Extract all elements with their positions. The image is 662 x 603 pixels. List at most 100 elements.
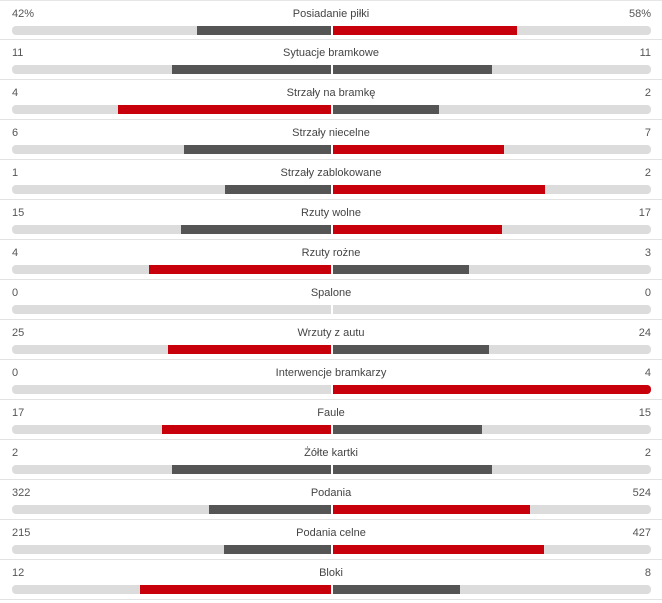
stat-row-bloki: 12 Bloki 8 [0,560,662,600]
stat-row-zolte-kartki: 2 Żółte kartki 2 [0,440,662,480]
away-bar-fill [333,65,492,74]
home-value: 215 [12,527,31,539]
home-value: 1 [12,167,19,179]
home-bar-fill [224,545,331,554]
away-value: 2 [644,87,651,99]
home-bar-fill [171,65,331,74]
away-bar-fill [333,545,545,554]
away-value: 7 [644,127,651,139]
home-value: 4 [12,87,19,99]
away-bar-track [333,26,651,35]
home-bar-track [12,545,331,554]
away-bar-fill [333,465,492,474]
stat-label: Strzały niecelne [292,127,370,139]
stat-label: Bloki [319,567,343,579]
stat-row-faule: 17 Faule 15 [0,400,662,440]
home-bar-fill [118,105,331,114]
stat-row-strzaly-niecelne: 6 Strzały niecelne 7 [0,120,662,160]
home-bar-fill [171,465,331,474]
stat-label: Sytuacje bramkowe [283,47,379,59]
stat-label: Strzały zablokowane [280,167,382,179]
home-bar-fill [197,26,331,35]
away-bar-fill [333,225,502,234]
away-bar-fill [333,345,489,354]
away-bar-track [333,265,651,274]
home-value: 11 [12,47,24,59]
home-bar-fill [168,345,331,354]
away-value: 0 [644,287,651,299]
home-bar-fill [148,265,331,274]
away-bar-track [333,185,651,194]
stat-row-interwencje-bramkarzy: 0 Interwencje bramkarzy 4 [0,360,662,400]
home-bar-track [12,185,331,194]
home-bar-fill [139,585,331,594]
away-bar-fill [333,505,530,514]
stat-label: Posiadanie piłki [292,8,370,20]
home-bar-track [12,105,331,114]
stat-label: Podania celne [296,527,366,539]
home-bar-track [12,385,331,394]
away-bar-track [333,505,651,514]
stat-label: Faule [317,407,345,419]
away-bar-track [333,225,651,234]
away-bar-fill [333,265,470,274]
stat-row-strzaly-zablokowane: 1 Strzały zablokowane 2 [0,160,662,200]
stat-row-podania: 322 Podania 524 [0,480,662,520]
home-bar-fill [209,505,331,514]
away-bar-track [333,465,651,474]
home-bar-fill [161,425,331,434]
home-bar-track [12,465,331,474]
stat-label: Żółte kartki [304,447,358,459]
home-value: 42% [12,8,35,20]
away-value: 2 [644,447,651,459]
away-bar-fill [333,425,483,434]
home-bar-track [12,265,331,274]
away-bar-track [333,545,651,554]
home-value: 0 [12,287,19,299]
away-bar-track [333,305,651,314]
away-bar-track [333,585,651,594]
stat-label: Interwencje bramkarzy [275,367,387,379]
away-value: 11 [639,47,651,59]
away-bar-fill [333,385,651,394]
away-value: 58% [628,8,651,20]
home-value: 12 [12,567,25,579]
home-value: 2 [12,447,19,459]
away-bar-fill [333,185,546,194]
away-bar-fill [333,585,461,594]
home-bar-track [12,505,331,514]
stat-label: Wrzuty z autu [297,327,365,339]
stat-label: Rzuty rożne [301,247,361,259]
stat-row-strzaly-na-bramke: 4 Strzały na bramkę 2 [0,80,662,120]
home-value: 322 [12,487,31,499]
away-value: 427 [632,527,651,539]
away-bar-fill [333,26,518,35]
stat-row-wrzuty-z-autu: 25 Wrzuty z autu 24 [0,320,662,360]
away-value: 8 [644,567,651,579]
away-value: 3 [644,247,651,259]
away-bar-track [333,145,651,154]
home-bar-track [12,225,331,234]
home-value: 17 [12,407,25,419]
home-bar-track [12,305,331,314]
home-bar-fill [181,225,331,234]
away-value: 2 [644,167,651,179]
away-bar-fill [333,145,505,154]
away-bar-track [333,385,651,394]
home-bar-track [12,26,331,35]
home-bar-track [12,145,331,154]
stat-label: Podania [310,487,352,499]
stat-label: Strzały na bramkę [286,87,376,99]
home-value: 25 [12,327,25,339]
home-bar-track [12,585,331,594]
away-bar-track [333,105,651,114]
away-value: 15 [638,407,651,419]
home-value: 4 [12,247,19,259]
away-value: 524 [632,487,651,499]
home-bar-track [12,65,331,74]
stat-row-spalone: 0 Spalone 0 [0,280,662,320]
away-bar-track [333,345,651,354]
away-value: 4 [644,367,651,379]
stat-label: Spalone [310,287,352,299]
